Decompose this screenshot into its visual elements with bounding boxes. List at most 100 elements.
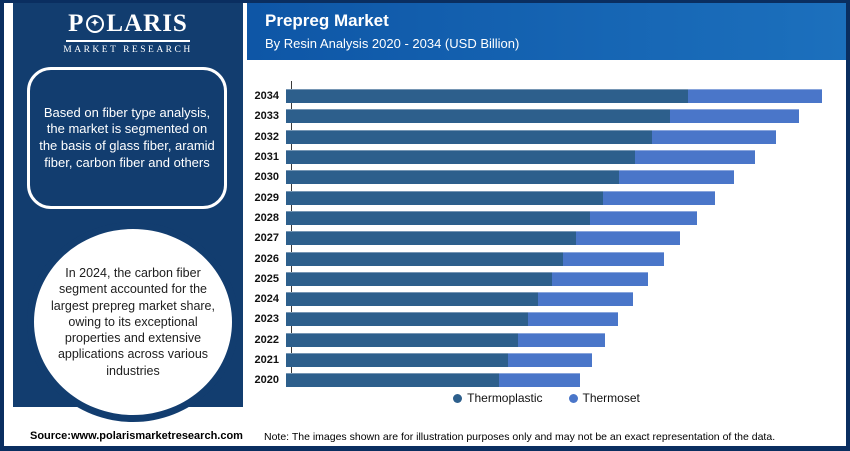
chart-row: 2031 <box>247 147 846 167</box>
bar-segment-thermoplastic <box>286 190 603 205</box>
bar-segment-thermoset <box>538 292 633 307</box>
chart-legend: Thermoplastic Thermoset <box>247 391 846 405</box>
bar-segment-thermoset <box>576 231 680 246</box>
bar-stack <box>286 109 799 124</box>
bar-segment-thermoplastic <box>286 150 635 165</box>
legend-label: Thermoplastic <box>467 391 543 405</box>
bar-segment-thermoset <box>619 170 734 185</box>
chart-row: 2022 <box>247 330 846 350</box>
chart-row: 2029 <box>247 187 846 207</box>
chart-row: 2023 <box>247 309 846 329</box>
carbon-fiber-highlight-circle: In 2024, the carbon fiber segment accoun… <box>27 222 239 422</box>
bar-segment-thermoplastic <box>286 231 576 246</box>
bar-segment-thermoplastic <box>286 109 670 124</box>
bar-segment-thermoset <box>652 129 776 144</box>
bar-stack <box>286 150 755 165</box>
logo-divider <box>66 40 190 42</box>
chart-row: 2028 <box>247 208 846 228</box>
legend-dot-icon <box>453 393 463 403</box>
year-tick-label: 2032 <box>254 130 279 143</box>
bar-segment-thermoplastic <box>286 271 552 286</box>
year-tick-label: 2022 <box>254 333 279 346</box>
year-tick-label: 2028 <box>254 211 279 224</box>
bar-stack <box>286 129 776 144</box>
bar-stack <box>286 251 664 266</box>
year-tick-label: 2029 <box>254 191 279 204</box>
polaris-logo: P ✦ LARIS MARKET RESEARCH <box>13 3 243 55</box>
bar-segment-thermoplastic <box>286 353 508 367</box>
source-attribution: Source:www.polarismarketresearch.com <box>30 430 243 442</box>
fiber-analysis-callout: Based on fiber type analysis, the market… <box>27 67 227 209</box>
bar-stack <box>286 170 734 185</box>
bar-segment-thermoset <box>590 210 697 225</box>
year-tick-label: 2021 <box>254 354 279 366</box>
year-tick-label: 2023 <box>254 313 279 326</box>
logo-text-end: LARIS <box>106 10 188 37</box>
bar-segment-thermoset <box>499 373 580 388</box>
chart-plot: 2034 2033 2032 2031 2030 2029 2028 2027 2026 2025… <box>247 86 846 390</box>
chart-row: 2034 <box>247 86 846 106</box>
page-subtitle: By Resin Analysis 2020 - 2034 (USD Billi… <box>265 36 520 51</box>
legend-item-thermoset: Thermoset <box>568 391 640 405</box>
bar-segment-thermoset <box>552 271 648 286</box>
bar-stack <box>286 89 822 104</box>
bar-stack <box>286 312 618 327</box>
bar-segment-thermoset <box>563 251 664 266</box>
year-tick-label: 2020 <box>254 374 279 387</box>
carbon-fiber-highlight-text: In 2024, the carbon fiber segment accoun… <box>51 266 215 378</box>
logo-text-start: P <box>68 10 85 37</box>
bar-stack <box>286 373 580 388</box>
year-tick-label: 2033 <box>254 110 279 123</box>
bar-segment-thermoset <box>635 150 755 165</box>
chart-row: 2024 <box>247 289 846 309</box>
chart-row: 2032 <box>247 127 846 147</box>
year-tick-label: 2031 <box>254 151 279 164</box>
logo-wordmark: P ✦ LARIS <box>13 10 243 38</box>
disclaimer-note: Note: The images shown are for illustrat… <box>264 431 776 443</box>
chart-row: 2033 <box>247 106 846 126</box>
compass-star-icon: ✦ <box>86 15 105 33</box>
chart-row: 2026 <box>247 248 846 268</box>
bar-stack <box>286 353 592 367</box>
chart-row: 2021 <box>247 350 846 370</box>
bar-segment-thermoplastic <box>286 170 619 185</box>
fiber-analysis-text: Based on fiber type analysis, the market… <box>39 104 215 170</box>
bar-stack <box>286 332 605 347</box>
bar-segment-thermoset <box>528 312 618 327</box>
chart-row: 2030 <box>247 167 846 187</box>
bar-segment-thermoplastic <box>286 129 652 144</box>
year-tick-label: 2030 <box>254 171 279 184</box>
chart-row: 2020 <box>247 370 846 390</box>
bar-segment-thermoset <box>670 109 799 124</box>
bar-stack <box>286 210 697 225</box>
bar-stack <box>286 292 633 307</box>
bar-stack <box>286 271 648 286</box>
year-tick-label: 2026 <box>254 252 279 265</box>
chart-area: 2034 2033 2032 2031 2030 2029 2028 2027 2026 2025… <box>247 60 846 446</box>
bar-segment-thermoplastic <box>286 373 499 388</box>
bar-segment-thermoset <box>688 89 822 104</box>
bar-segment-thermoplastic <box>286 292 538 307</box>
bar-segment-thermoplastic <box>286 210 590 225</box>
year-tick-label: 2025 <box>254 272 279 285</box>
bar-segment-thermoset <box>518 332 605 347</box>
chart-header: Prepreg Market By Resin Analysis 2020 - … <box>247 3 846 60</box>
logo-tagline: MARKET RESEARCH <box>63 45 193 55</box>
bar-stack <box>286 231 680 246</box>
year-tick-label: 2027 <box>254 232 279 245</box>
bar-stack <box>286 190 715 205</box>
bar-segment-thermoplastic <box>286 332 518 347</box>
year-tick-label: 2034 <box>254 90 279 103</box>
bar-segment-thermoplastic <box>286 312 528 327</box>
star-glyph: ✦ <box>90 18 101 29</box>
legend-dot-icon <box>568 393 578 403</box>
legend-item-thermoplastic: Thermoplastic <box>453 391 543 405</box>
chart-row: 2027 <box>247 228 846 248</box>
year-tick-label: 2024 <box>254 293 279 306</box>
bar-segment-thermoplastic <box>286 251 563 266</box>
page-title: Prepreg Market <box>265 11 389 30</box>
bar-segment-thermoplastic <box>286 89 688 104</box>
legend-label: Thermoset <box>582 391 640 405</box>
chart-row: 2025 <box>247 269 846 289</box>
